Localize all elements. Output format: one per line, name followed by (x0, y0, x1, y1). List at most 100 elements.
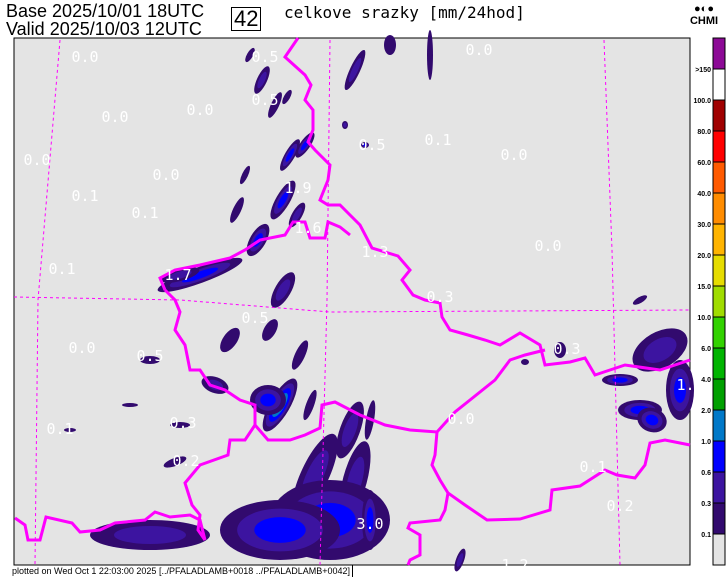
station-value: 0.5 (241, 309, 268, 327)
station-value: 0.1 (131, 204, 158, 222)
station-value: 0.0 (23, 151, 50, 169)
legend-swatch (712, 68, 726, 101)
station-value: 1.7 (164, 266, 191, 284)
station-values: 0.0 0.5 0.5 0.0 0.0 0.0 0.0 0.1 0.1 1.9 1.6 0.1 1.7 0… (23, 41, 703, 574)
legend-label: 80.0 (697, 129, 711, 136)
station-value: 1.9 (284, 179, 311, 197)
logo-symbol-icon: ●◐● (694, 3, 714, 15)
station-value: 1.2 (676, 376, 703, 394)
legend-label: 40.0 (697, 191, 711, 198)
precip-cell (163, 456, 187, 468)
legend-label: 10.0 (697, 315, 711, 322)
precip-cell (554, 342, 566, 358)
precip-cell (292, 207, 302, 223)
legend-label: 6.0 (701, 346, 711, 353)
station-value: 0.2 (606, 497, 633, 515)
graticule-line (319, 39, 331, 566)
station-value: 0.3 (426, 288, 453, 306)
precip-cell (291, 340, 309, 370)
legend-swatch (712, 502, 726, 535)
station-value: 0.0 (71, 48, 98, 66)
precip-cell (348, 57, 362, 83)
station-value: 0.1 (46, 420, 73, 438)
precip-cell (427, 30, 433, 80)
precip-cell (275, 279, 291, 301)
precip-cell (343, 122, 347, 128)
forecast-step: 42 (231, 7, 262, 31)
precip-cell (303, 389, 317, 421)
precip-cell (168, 270, 192, 280)
station-value: 3.0 (356, 515, 383, 533)
precip-cell (245, 47, 255, 63)
legend-swatch (712, 99, 726, 132)
precip-cell (366, 507, 374, 533)
precip-cell (645, 414, 659, 426)
graticule-line (34, 39, 61, 566)
legend-label: 30.0 (697, 222, 711, 229)
legend-label: 100.0 (693, 98, 711, 105)
legend-swatch (712, 254, 726, 287)
station-value: 0.5 (136, 347, 163, 365)
station-value: 0.0 (186, 101, 213, 119)
station-value: 0.0 (534, 237, 561, 255)
legend-label: 20.0 (697, 253, 711, 260)
border-line (163, 288, 546, 442)
legend-label: 1.0 (701, 439, 711, 446)
station-value: 0.5 (251, 91, 278, 109)
legend-label: 0.1 (701, 532, 711, 539)
precip-cell (643, 337, 677, 363)
legend-label: 4.0 (701, 377, 711, 384)
station-value: 0.1 (579, 458, 606, 476)
precip-cell (268, 92, 282, 118)
graticule-line (13, 296, 691, 313)
station-value: 0.0 (68, 339, 95, 357)
legend-label: 0.6 (701, 470, 711, 477)
legend-swatch (712, 471, 726, 504)
precip-cell (363, 143, 367, 147)
station-value: 0.0 (500, 146, 527, 164)
border-line (14, 510, 207, 542)
precip-cell (220, 327, 240, 353)
chmi-logo: ●◐● CHMI (684, 3, 724, 27)
precip-cell (114, 526, 186, 544)
precip-cell (122, 403, 138, 407)
country-borders (14, 37, 691, 566)
station-value: 0.0 (101, 108, 128, 126)
station-value: 0.1 (424, 131, 451, 149)
legend-swatch (712, 223, 726, 256)
precip-cell (612, 377, 628, 383)
legend-swatch (712, 378, 726, 411)
station-value: 0.3 (169, 414, 196, 432)
station-value: 0.0 (152, 166, 179, 184)
precip-cell (170, 422, 190, 428)
station-value: 0.5 (358, 136, 385, 154)
color-legend: >150 100.0 80.0 60.0 40.0 30.0 20.0 15.0 10.0 6.0… (693, 37, 726, 566)
precip-cell (257, 71, 267, 89)
precip-cell (341, 412, 359, 448)
legend-label: 2.0 (701, 408, 711, 415)
precip-cell (262, 319, 278, 341)
precip-cell (456, 553, 464, 567)
legend-label: 15.0 (697, 284, 711, 291)
station-value: 0.1 (71, 187, 98, 205)
precip-cell (254, 517, 306, 543)
border-line (158, 219, 351, 291)
station-value: 0.2 (172, 452, 199, 470)
legend-swatch (712, 192, 726, 225)
graticule-line (603, 39, 621, 566)
precip-cell (239, 165, 251, 185)
legend-swatch (712, 316, 726, 349)
legend-label: 60.0 (697, 160, 711, 167)
precip-fields (64, 30, 694, 572)
legend-swatch (712, 533, 726, 566)
graticule (13, 39, 691, 566)
precip-cell (181, 267, 219, 283)
station-value: 0.0 (447, 410, 474, 428)
station-value: 1.2 (501, 556, 528, 574)
precip-cell (260, 393, 276, 407)
precip-cell (384, 35, 396, 55)
legend-swatch (712, 285, 726, 318)
base-time: Base 2025/10/01 18UTC (6, 1, 205, 21)
legend-swatch (712, 161, 726, 194)
